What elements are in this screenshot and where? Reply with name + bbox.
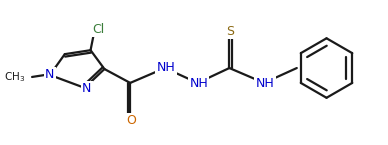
- Text: O: O: [126, 114, 136, 127]
- Text: NH: NH: [156, 61, 175, 74]
- Text: Cl: Cl: [92, 23, 105, 36]
- Text: NH: NH: [189, 77, 208, 90]
- Text: S: S: [226, 25, 234, 38]
- Text: N: N: [45, 68, 55, 81]
- Text: N: N: [82, 82, 91, 95]
- Text: NH: NH: [256, 77, 274, 90]
- Text: CH$_3$: CH$_3$: [4, 70, 25, 84]
- Text: N: N: [16, 70, 26, 84]
